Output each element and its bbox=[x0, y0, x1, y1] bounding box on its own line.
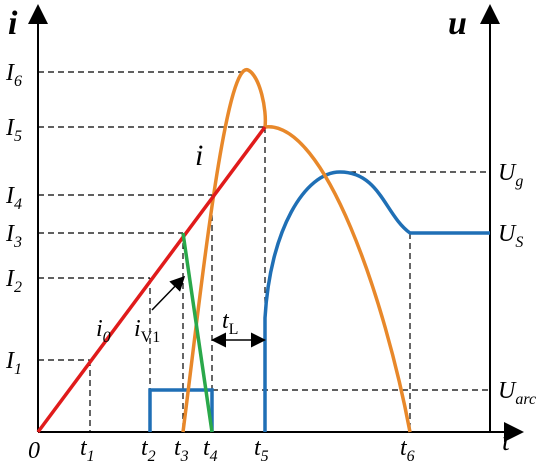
current-level-label-subscript: 5 bbox=[14, 128, 22, 145]
iv1-label: iV1 bbox=[134, 316, 160, 346]
current-level-label: I4 bbox=[5, 183, 22, 213]
time-label-subscript: 4 bbox=[210, 448, 218, 465]
time-label: t1 bbox=[80, 435, 95, 465]
current-level-label: I6 bbox=[5, 60, 22, 90]
voltage-level-label-subscript: S bbox=[515, 234, 523, 251]
time-label: t2 bbox=[141, 435, 156, 465]
current-level-label-symbol: I bbox=[5, 60, 15, 86]
time-label: t5 bbox=[254, 435, 269, 465]
voltage-level-label: US bbox=[498, 221, 523, 251]
origin-label: 0 bbox=[28, 438, 40, 464]
current-level-label-symbol: I bbox=[5, 266, 15, 292]
time-label-subscript: 5 bbox=[261, 448, 269, 465]
iv1-arrow bbox=[151, 275, 186, 311]
tl-label-subscript: L bbox=[229, 321, 239, 338]
blue-pulse bbox=[148, 388, 214, 432]
current-level-label-symbol: I bbox=[5, 221, 15, 247]
right-axis-label: u bbox=[448, 5, 467, 42]
x-axis-label: t bbox=[502, 426, 511, 457]
current-level-label-symbol: I bbox=[5, 183, 15, 209]
voltage-level-label: Ug bbox=[498, 160, 523, 190]
v1-current bbox=[181, 232, 214, 433]
ramp-current bbox=[36, 125, 267, 434]
time-label: t3 bbox=[174, 435, 189, 465]
current-level-label-symbol: I bbox=[5, 348, 15, 374]
time-label-symbol: t bbox=[174, 435, 182, 461]
voltage-level-label-symbol: U bbox=[498, 378, 517, 404]
i0-label-symbol: i bbox=[96, 316, 103, 342]
left-axis-label: i bbox=[8, 5, 18, 42]
voltage-level-label: Uarc bbox=[498, 378, 536, 408]
time-label: t4 bbox=[203, 435, 218, 465]
current-level-label-symbol: I bbox=[5, 115, 15, 141]
i0-label: i0 bbox=[96, 316, 111, 346]
current-level-label: I2 bbox=[5, 266, 22, 296]
time-label-symbol: t bbox=[141, 435, 149, 461]
current-level-label-subscript: 6 bbox=[14, 73, 22, 90]
tl-label: tL bbox=[222, 308, 238, 338]
i0-label-subscript: 0 bbox=[103, 329, 111, 346]
time-label-symbol: t bbox=[203, 435, 211, 461]
voltage-level-label-symbol: U bbox=[498, 221, 517, 247]
iv1-label-subscript: V1 bbox=[141, 329, 161, 346]
current-curve bbox=[181, 68, 412, 433]
current-level-label-subscript: 1 bbox=[14, 361, 22, 378]
iv1-label-symbol: i bbox=[134, 316, 141, 342]
current-level-label-subscript: 3 bbox=[13, 234, 22, 251]
time-label-subscript: 6 bbox=[407, 448, 415, 465]
current-level-label: I3 bbox=[5, 221, 22, 251]
time-label-symbol: t bbox=[400, 435, 408, 461]
voltage-level-label-subscript: arc bbox=[515, 391, 536, 408]
current-level-label: I5 bbox=[5, 115, 22, 145]
time-label-subscript: 3 bbox=[180, 448, 189, 465]
voltage-level-label-symbol: U bbox=[498, 160, 517, 186]
current-level-label-subscript: 2 bbox=[14, 279, 22, 296]
time-label-symbol: t bbox=[254, 435, 262, 461]
axes bbox=[28, 4, 524, 442]
time-label: t6 bbox=[400, 435, 415, 465]
time-label-symbol: t bbox=[80, 435, 88, 461]
current-level-label-subscript: 4 bbox=[14, 196, 22, 213]
guide-lines bbox=[38, 71, 490, 432]
time-label-subscript: 1 bbox=[87, 448, 95, 465]
tl-label-symbol: t bbox=[222, 308, 230, 334]
current-label: i bbox=[195, 139, 203, 172]
time-label-subscript: 2 bbox=[148, 448, 156, 465]
current-level-label: I1 bbox=[5, 348, 22, 378]
voltage-level-label-subscript: g bbox=[515, 173, 523, 190]
voltage-curve bbox=[263, 170, 490, 432]
